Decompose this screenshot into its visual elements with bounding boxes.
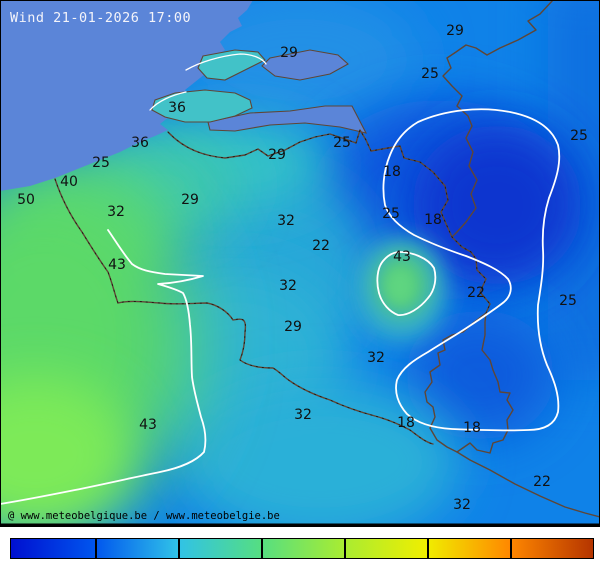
wind-value-label: 29 <box>284 319 302 335</box>
wind-value-label: 36 <box>168 100 186 116</box>
wind-contour-lines <box>0 53 561 505</box>
wind-value-label: 43 <box>108 257 126 273</box>
colorbar-tick <box>95 539 97 558</box>
delta-channel <box>261 49 349 81</box>
colorbar-tick <box>178 539 180 558</box>
wind-value-label: 32 <box>107 204 125 220</box>
wind-value-label: 29 <box>181 192 199 208</box>
wind-value-label: 32 <box>453 497 471 513</box>
map-bottom-rule <box>0 523 600 527</box>
wind-value-label: 29 <box>280 45 298 61</box>
wind-value-label: 43 <box>393 249 411 265</box>
wind-value-label: 25 <box>570 128 588 144</box>
wind-value-label: 43 <box>139 417 157 433</box>
map-title: Wind 21-01-2026 17:00 <box>10 10 191 26</box>
wind-value-label: 22 <box>312 238 330 254</box>
delta-island <box>151 89 253 123</box>
wind-value-label: 32 <box>277 213 295 229</box>
wind-value-label: 18 <box>397 415 415 431</box>
wind-map: 29 29 25 25 36 36 25 29 25 18 40 50 29 32 25 18 32 22 43 43… <box>0 0 600 527</box>
country-borders <box>54 0 600 518</box>
wind-value-label: 36 <box>131 135 149 151</box>
wind-value-label: 18 <box>463 420 481 436</box>
wind-value-label: 32 <box>367 350 385 366</box>
wind-value-label: 25 <box>559 293 577 309</box>
wind-value-label: 32 <box>294 407 312 423</box>
delta-channel <box>207 105 368 134</box>
wind-value-labels: 29 29 25 25 36 36 25 29 25 18 40 50 29 32 25 18 32 22 43 43… <box>17 23 588 513</box>
wind-value-label: 50 <box>17 192 35 208</box>
copyright-text: @ www.meteobelgique.be / www.meteobelgie… <box>8 510 280 522</box>
colorbar-tick <box>344 539 346 558</box>
wind-value-label: 29 <box>446 23 464 39</box>
wind-value-label: 18 <box>383 164 401 180</box>
wind-value-label: 40 <box>60 174 78 190</box>
wind-value-label: 25 <box>421 66 439 82</box>
colorbar-tick <box>261 539 263 558</box>
colorbar-tick <box>427 539 429 558</box>
delta-island <box>197 49 266 81</box>
wind-value-label: 32 <box>279 278 297 294</box>
colorbar-tick <box>510 539 512 558</box>
wind-value-label: 18 <box>424 212 442 228</box>
wind-value-label: 29 <box>268 147 286 163</box>
wind-speed-colorbar <box>10 538 594 559</box>
wind-value-label: 22 <box>467 285 485 301</box>
sea-region <box>0 0 253 191</box>
wind-value-label: 25 <box>92 155 110 171</box>
colorbar-strip <box>0 527 600 575</box>
wind-value-label: 22 <box>533 474 551 490</box>
wind-speed-field <box>0 0 600 527</box>
wind-value-label: 25 <box>333 135 351 151</box>
wind-value-label: 25 <box>382 206 400 222</box>
